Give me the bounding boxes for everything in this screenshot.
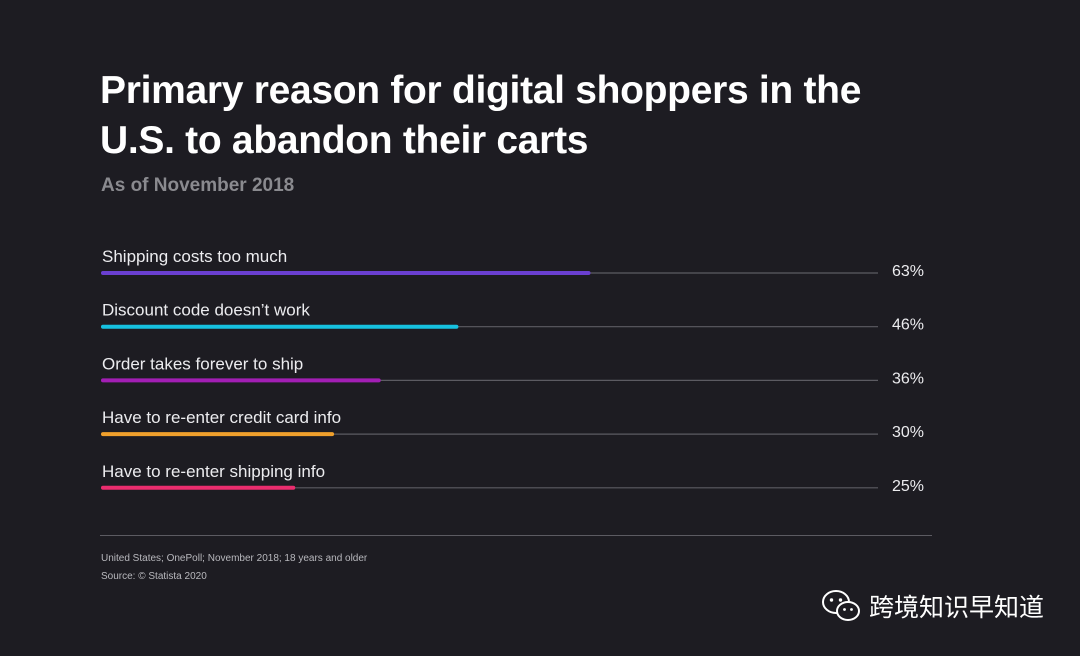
watermark: 跨境知识早知道	[821, 588, 1044, 624]
category-label: Order takes forever to ship	[102, 354, 303, 373]
value-label: 46%	[892, 317, 924, 334]
bar	[101, 432, 335, 437]
bar	[101, 485, 296, 490]
category-label: Have to re-enter credit card info	[102, 408, 341, 427]
chart-title: Primary reason for digital shoppers in t…	[100, 69, 862, 162]
bar-row-have-to-re-enter-credit-card-info: Have to re-enter credit card info 30%	[101, 408, 924, 441]
category-label: Discount code doesn’t work	[102, 301, 310, 320]
category-label: Shipping costs too much	[102, 247, 287, 266]
value-label: 63%	[892, 263, 924, 280]
wechat-icon	[821, 590, 860, 621]
bar-row-order-takes-forever-to-ship: Order takes forever to ship 36%	[101, 354, 924, 387]
value-label: 25%	[892, 478, 924, 495]
survey-note: United States; OnePoll; November 2018; 1…	[101, 553, 368, 564]
bar	[101, 271, 591, 275]
value-label: 36%	[892, 370, 924, 387]
bar-row-have-to-re-enter-shipping-info: Have to re-enter shipping info 25%	[101, 462, 924, 495]
value-label: 30%	[892, 424, 924, 441]
bar	[101, 378, 381, 383]
chart-subtitle: As of November 2018	[101, 175, 295, 196]
source-note: Source: © Statista 2020	[101, 571, 207, 582]
watermark-text: 跨境知识早知道	[868, 593, 1044, 622]
bar-row-discount-code-doesn-t-work: Discount code doesn’t work 46%	[101, 301, 924, 334]
footer-divider	[100, 535, 932, 536]
bar	[101, 324, 459, 329]
category-label: Have to re-enter shipping info	[102, 462, 325, 481]
bar-row-shipping-costs-too-much: Shipping costs too much 63%	[101, 247, 924, 280]
